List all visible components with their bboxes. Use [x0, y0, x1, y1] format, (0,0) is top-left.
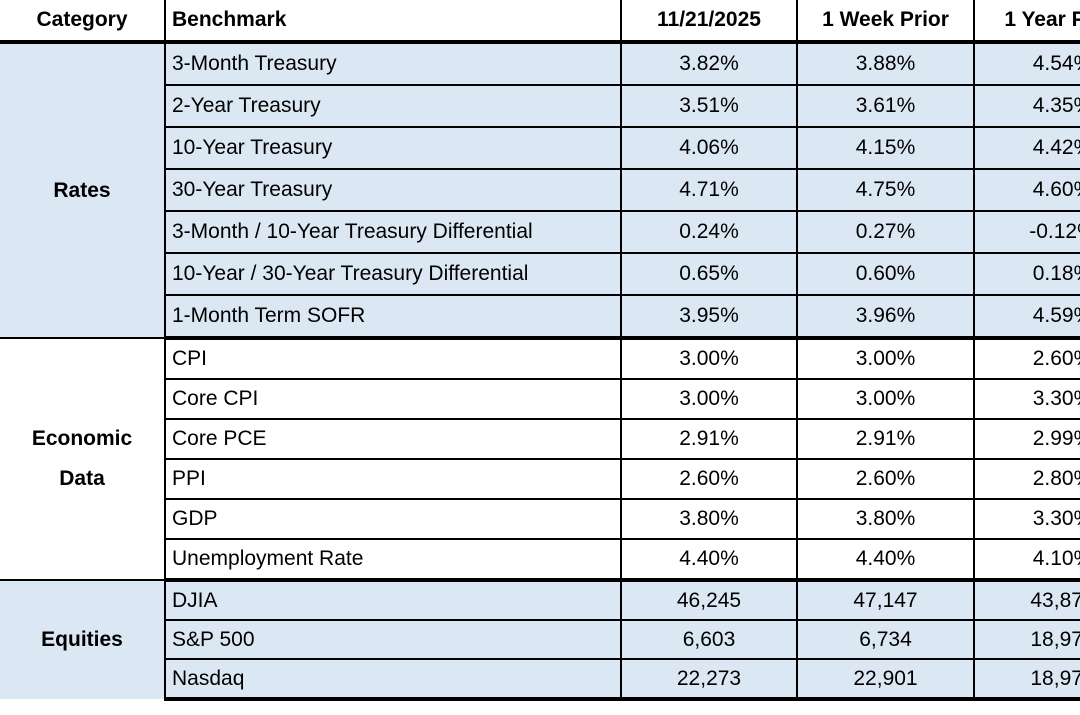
benchmark-cell: 2-Year Treasury [164, 84, 621, 127]
value-week-prior: 3.00% [796, 337, 974, 379]
value-year-prior: -0.12% [973, 210, 1080, 253]
value-year-prior: 4.42% [973, 126, 1080, 169]
value-week-prior: 0.60% [796, 252, 974, 295]
benchmark-cell: 3-Month / 10-Year Treasury Differential [164, 210, 621, 253]
benchmark-cell: GDP [164, 498, 621, 539]
table-row: Economic Data CPI 3.00% 3.00% 2.60% [0, 337, 1080, 580]
value-current: 2.91% [620, 418, 797, 459]
table-row: Equities DJIA 46,245 47,147 43,870 [0, 579, 1080, 699]
value-year-prior: 4.60% [973, 168, 1080, 211]
benchmark-cell: 3-Month Treasury [164, 41, 621, 85]
value-current: 22,273 [620, 658, 797, 701]
header-current-date: 11/21/2025 [620, 0, 797, 44]
table-row: S&P 500 6,603 6,734 18,972 [0, 619, 1080, 659]
value-current: 4.71% [620, 168, 797, 211]
value-year-prior: 2.60% [973, 337, 1080, 379]
value-week-prior: 3.88% [796, 41, 974, 85]
benchmark-cell: CPI [164, 337, 621, 379]
value-current: 46,245 [620, 579, 797, 620]
benchmark-cell: 10-Year / 30-Year Treasury Differential [164, 252, 621, 295]
value-year-prior: 18,972 [973, 619, 1080, 659]
benchmark-cell: Unemployment Rate [164, 538, 621, 582]
benchmark-cell: Core PCE [164, 418, 621, 459]
value-week-prior: 2.60% [796, 458, 974, 499]
table-row: 2-Year Treasury 3.51% 3.61% 4.35% [0, 84, 1080, 127]
value-week-prior: 6,734 [796, 619, 974, 659]
value-week-prior: 3.96% [796, 294, 974, 340]
value-current: 3.51% [620, 84, 797, 127]
value-year-prior: 4.35% [973, 84, 1080, 127]
value-week-prior: 0.27% [796, 210, 974, 253]
category-cell-economic-data: Economic Data [0, 337, 165, 580]
table-row: Nasdaq 22,273 22,901 18,972 [0, 658, 1080, 701]
table-row: PPI 2.60% 2.60% 2.80% [0, 458, 1080, 499]
section-rates: Rates 3-Month Treasury 3.82% 3.88% 4.54%… [0, 41, 1080, 340]
value-week-prior: 3.00% [796, 378, 974, 419]
benchmark-cell: S&P 500 [164, 619, 621, 659]
value-current: 2.60% [620, 458, 797, 499]
value-year-prior: 2.80% [973, 458, 1080, 499]
table-row: Core CPI 3.00% 3.00% 3.30% [0, 378, 1080, 419]
header-category: Category [0, 0, 165, 44]
value-week-prior: 2.91% [796, 418, 974, 459]
benchmark-cell: 10-Year Treasury [164, 126, 621, 169]
table-row: GDP 3.80% 3.80% 3.30% [0, 498, 1080, 539]
category-cell-rates: Rates [0, 41, 165, 338]
value-week-prior: 4.15% [796, 126, 974, 169]
table-row: Rates 3-Month Treasury 3.82% 3.88% 4.54% [0, 41, 1080, 338]
section-equities: Equities DJIA 46,245 47,147 43,870 S&P 5… [0, 579, 1080, 701]
benchmark-cell: Nasdaq [164, 658, 621, 701]
table-row: Core PCE 2.91% 2.91% 2.99% [0, 418, 1080, 459]
value-current: 0.24% [620, 210, 797, 253]
benchmark-cell: PPI [164, 458, 621, 499]
category-cell-equities: Equities [0, 579, 165, 699]
header-row: Category Benchmark 11/21/2025 1 Week Pri… [0, 0, 1080, 44]
value-week-prior: 4.40% [796, 538, 974, 582]
table-row: Unemployment Rate 4.40% 4.40% 4.10% [0, 538, 1080, 582]
header-year-prior: 1 Year Prior [973, 0, 1080, 44]
value-week-prior: 4.75% [796, 168, 974, 211]
benchmark-cell: Core CPI [164, 378, 621, 419]
value-week-prior: 3.61% [796, 84, 974, 127]
table-row: 3-Month / 10-Year Treasury Differential … [0, 210, 1080, 253]
value-year-prior: 3.30% [973, 378, 1080, 419]
value-week-prior: 22,901 [796, 658, 974, 701]
value-current: 4.40% [620, 538, 797, 582]
value-current: 0.65% [620, 252, 797, 295]
value-year-prior: 4.59% [973, 294, 1080, 340]
value-current: 4.06% [620, 126, 797, 169]
table-row: 10-Year / 30-Year Treasury Differential … [0, 252, 1080, 295]
value-current: 3.00% [620, 337, 797, 379]
value-week-prior: 3.80% [796, 498, 974, 539]
table-row: 30-Year Treasury 4.71% 4.75% 4.60% [0, 168, 1080, 211]
value-current: 3.80% [620, 498, 797, 539]
value-current: 3.82% [620, 41, 797, 85]
section-economic-data: Economic Data CPI 3.00% 3.00% 2.60% Core… [0, 337, 1080, 582]
value-year-prior: 4.10% [973, 538, 1080, 582]
value-current: 3.95% [620, 294, 797, 340]
value-week-prior: 47,147 [796, 579, 974, 620]
source-note: Source: Bloomberg [8, 711, 1080, 715]
table-row: 10-Year Treasury 4.06% 4.15% 4.42% [0, 126, 1080, 169]
benchmark-cell: 30-Year Treasury [164, 168, 621, 211]
value-year-prior: 2.99% [973, 418, 1080, 459]
value-year-prior: 4.54% [973, 41, 1080, 85]
header-week-prior: 1 Week Prior [796, 0, 974, 44]
value-year-prior: 18,972 [973, 658, 1080, 701]
benchmark-cell: 1-Month Term SOFR [164, 294, 621, 340]
value-current: 6,603 [620, 619, 797, 659]
header-benchmark: Benchmark [164, 0, 621, 44]
value-year-prior: 3.30% [973, 498, 1080, 539]
value-year-prior: 43,870 [973, 579, 1080, 620]
benchmark-cell: DJIA [164, 579, 621, 620]
table-row: 1-Month Term SOFR 3.95% 3.96% 4.59% [0, 294, 1080, 340]
value-current: 3.00% [620, 378, 797, 419]
table-header: Category Benchmark 11/21/2025 1 Week Pri… [0, 0, 1080, 44]
value-year-prior: 0.18% [973, 252, 1080, 295]
